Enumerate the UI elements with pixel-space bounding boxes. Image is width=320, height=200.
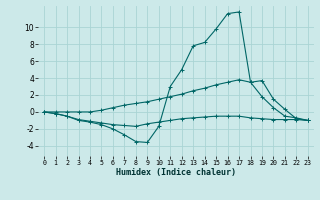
X-axis label: Humidex (Indice chaleur): Humidex (Indice chaleur): [116, 168, 236, 177]
